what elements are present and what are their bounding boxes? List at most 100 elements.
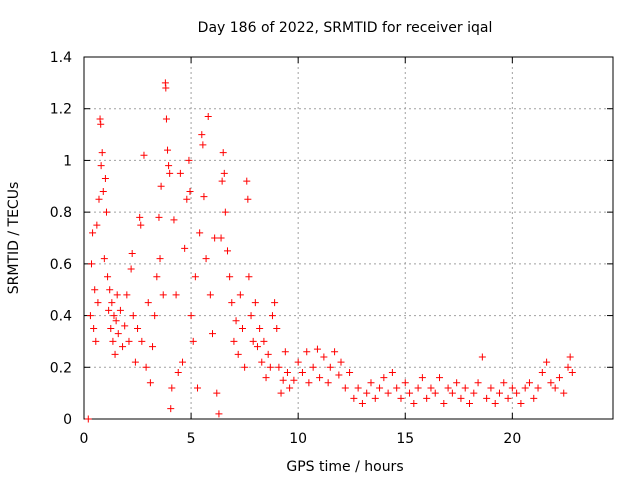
data-point xyxy=(211,234,219,242)
data-point xyxy=(466,399,474,407)
data-point xyxy=(128,250,136,258)
data-point xyxy=(96,115,104,123)
data-point xyxy=(326,363,334,371)
data-point xyxy=(116,306,124,314)
data-point xyxy=(440,399,448,407)
data-point xyxy=(474,379,482,387)
data-point xyxy=(149,343,157,351)
data-point xyxy=(99,187,107,195)
data-point xyxy=(121,322,129,330)
data-point xyxy=(84,415,92,423)
data-point xyxy=(238,325,246,332)
data-point xyxy=(461,384,469,392)
data-point xyxy=(129,312,137,320)
data-point xyxy=(264,350,272,358)
data-point xyxy=(283,368,291,376)
data-point xyxy=(209,330,217,338)
data-point xyxy=(94,299,102,307)
data-point xyxy=(109,337,117,345)
data-point xyxy=(414,384,422,392)
data-point xyxy=(101,175,109,183)
data-point xyxy=(423,394,431,402)
data-point xyxy=(234,350,242,358)
data-point xyxy=(521,384,529,392)
data-point xyxy=(93,221,101,229)
data-point xyxy=(204,112,212,120)
data-point xyxy=(119,343,127,351)
data-point xyxy=(110,312,118,320)
data-point xyxy=(123,291,131,299)
data-point xyxy=(268,312,276,320)
data-point xyxy=(543,358,551,366)
data-point xyxy=(185,156,193,164)
data-point xyxy=(303,348,311,356)
data-point xyxy=(560,389,568,397)
data-point xyxy=(397,394,405,402)
data-point xyxy=(108,299,116,307)
data-point xyxy=(249,337,257,345)
data-point xyxy=(107,325,115,332)
data-point xyxy=(279,376,287,384)
data-point xyxy=(221,208,229,216)
data-point xyxy=(187,312,195,320)
data-point xyxy=(102,208,110,216)
data-point xyxy=(105,306,113,314)
data-point xyxy=(551,384,559,392)
data-point xyxy=(172,291,180,299)
grid-lines xyxy=(84,57,613,419)
y-tick-label: 0.6 xyxy=(50,257,72,273)
data-point xyxy=(335,371,343,379)
data-point xyxy=(406,389,414,397)
plot-frame xyxy=(83,56,614,420)
data-point xyxy=(260,337,268,345)
data-point xyxy=(313,345,321,353)
data-point xyxy=(176,169,184,177)
axis-ticks: 0 5 10 15 20 0 0.2 0.4 0.6 0.8 1 1.2 1.4 xyxy=(50,50,613,447)
data-point xyxy=(167,405,175,413)
data-point xyxy=(194,384,202,392)
data-point xyxy=(162,115,170,123)
data-point xyxy=(159,291,167,299)
data-point xyxy=(470,389,478,397)
data-point xyxy=(500,379,508,387)
data-point xyxy=(114,330,122,338)
data-point xyxy=(215,410,223,418)
data-point xyxy=(206,291,214,299)
data-point xyxy=(495,389,503,397)
data-point xyxy=(346,368,354,376)
data-point xyxy=(388,368,396,376)
data-point xyxy=(483,394,491,402)
data-point xyxy=(564,363,572,371)
data-point xyxy=(309,363,317,371)
data-point xyxy=(266,363,274,371)
data-point xyxy=(144,299,152,307)
data-point xyxy=(91,286,99,294)
data-point xyxy=(320,353,328,361)
data-point xyxy=(113,291,121,299)
data-point xyxy=(358,399,366,407)
data-point xyxy=(236,291,244,299)
data-point xyxy=(262,374,270,382)
data-point xyxy=(134,325,142,332)
data-point xyxy=(491,399,499,407)
y-tick-label: 1 xyxy=(63,153,72,169)
data-point xyxy=(384,389,392,397)
data-point xyxy=(478,353,486,361)
data-point xyxy=(157,182,165,190)
y-tick-label: 0.2 xyxy=(50,360,72,376)
data-point xyxy=(534,384,542,392)
data-point xyxy=(217,234,225,242)
data-point xyxy=(431,389,439,397)
data-point xyxy=(530,394,538,402)
data-point xyxy=(200,193,208,201)
data-point xyxy=(153,273,161,281)
data-point xyxy=(186,187,194,195)
data-point xyxy=(232,317,240,325)
data-point xyxy=(131,358,139,366)
data-point xyxy=(198,131,206,139)
x-tick-label: 15 xyxy=(396,431,414,447)
y-tick-label: 0.4 xyxy=(50,309,72,325)
data-point xyxy=(140,151,148,159)
data-point xyxy=(380,374,388,382)
data-point xyxy=(410,399,418,407)
